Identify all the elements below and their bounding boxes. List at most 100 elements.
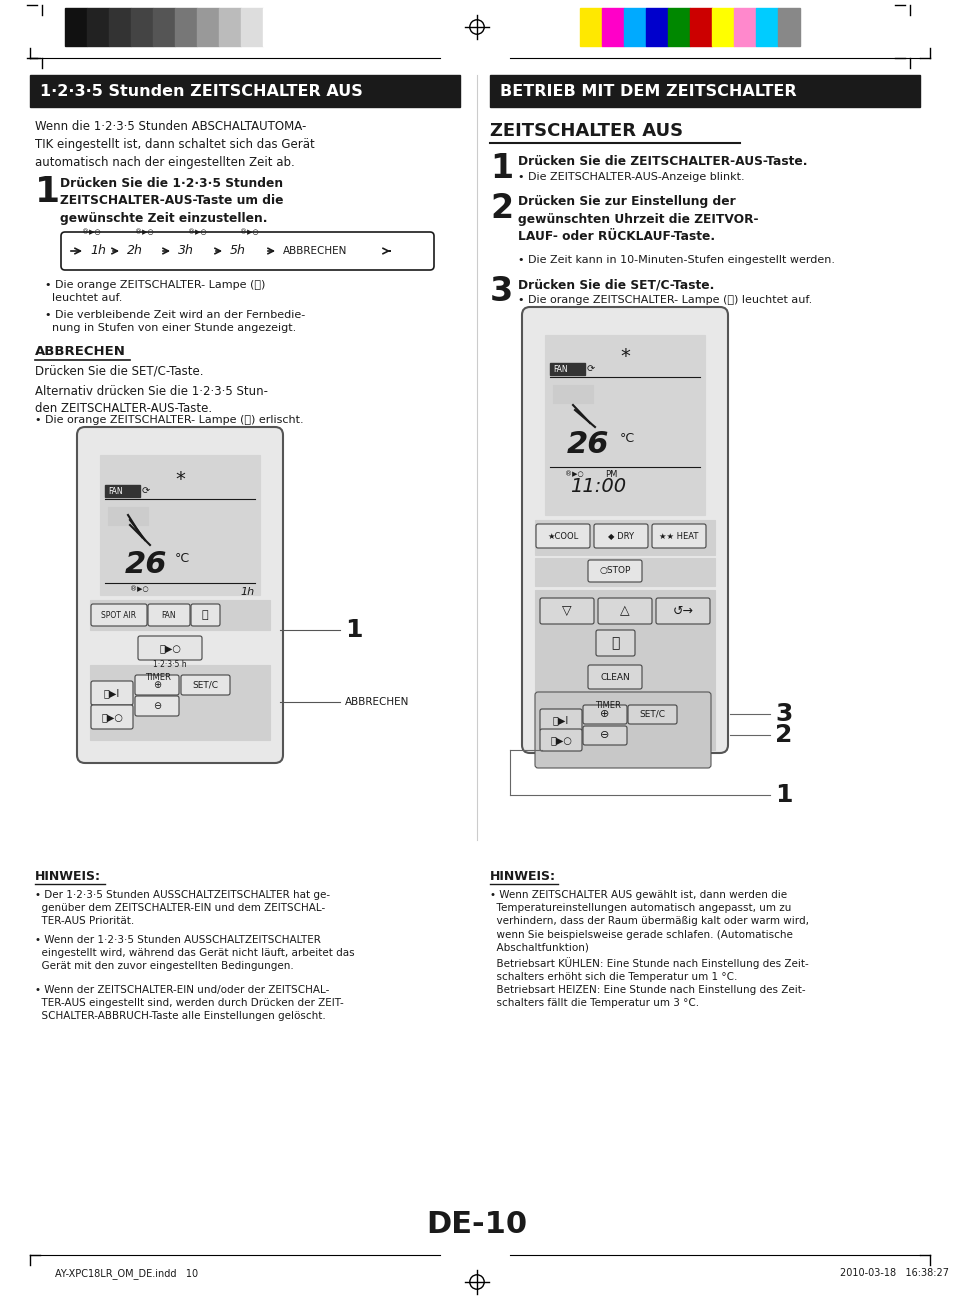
- Text: ®▶○: ®▶○: [188, 228, 207, 234]
- Text: 3: 3: [490, 275, 513, 308]
- FancyBboxPatch shape: [135, 696, 179, 716]
- Text: • Die orange ZEITSCHALTER- Lampe (⏰) erlischt.: • Die orange ZEITSCHALTER- Lampe (⏰) erl…: [35, 415, 303, 425]
- Text: HINWEIS:: HINWEIS:: [490, 870, 556, 884]
- FancyBboxPatch shape: [539, 729, 581, 751]
- Bar: [131, 8, 152, 46]
- Text: Drücken Sie zur Einstellung der
gewünschten Uhrzeit die ZEITVOR-
LAUF- oder RÜCK: Drücken Sie zur Einstellung der gewünsch…: [517, 195, 758, 243]
- Bar: [105, 486, 140, 497]
- Text: ABBRECHEN: ABBRECHEN: [35, 346, 126, 357]
- Text: ⏰▶I: ⏰▶I: [553, 715, 569, 725]
- Bar: [90, 600, 270, 630]
- FancyBboxPatch shape: [536, 524, 589, 548]
- FancyBboxPatch shape: [91, 706, 132, 729]
- Text: ⊖: ⊖: [599, 730, 609, 740]
- Text: CLEAN: CLEAN: [599, 673, 629, 682]
- FancyBboxPatch shape: [535, 692, 710, 768]
- Text: Drücken Sie die SET/C-Taste.: Drücken Sie die SET/C-Taste.: [517, 278, 714, 291]
- FancyBboxPatch shape: [191, 603, 220, 626]
- Bar: [645, 8, 667, 46]
- Text: ○STOP: ○STOP: [598, 567, 630, 576]
- FancyBboxPatch shape: [587, 665, 641, 689]
- Bar: [601, 8, 623, 46]
- FancyBboxPatch shape: [587, 560, 641, 583]
- Bar: [544, 335, 704, 514]
- Text: • Wenn ZEITSCHALTER AUS gewählt ist, dann werden die
  Temperatureinstellungen a: • Wenn ZEITSCHALTER AUS gewählt ist, dan…: [490, 890, 808, 1008]
- Bar: [196, 8, 219, 46]
- Bar: [667, 8, 689, 46]
- Bar: [219, 8, 241, 46]
- Text: 2010-03-18   16:38:27: 2010-03-18 16:38:27: [840, 1268, 948, 1278]
- Text: 1h: 1h: [90, 245, 106, 258]
- Text: ⊖: ⊖: [152, 702, 161, 711]
- Bar: [152, 8, 174, 46]
- Text: ⟳: ⟳: [142, 486, 150, 496]
- Text: FAN: FAN: [161, 610, 176, 619]
- Text: SET/C: SET/C: [192, 681, 218, 690]
- FancyBboxPatch shape: [135, 675, 179, 695]
- FancyBboxPatch shape: [91, 603, 147, 626]
- Text: 2: 2: [774, 723, 792, 747]
- Text: Drücken Sie die ZEITSCHALTER-AUS-Taste.: Drücken Sie die ZEITSCHALTER-AUS-Taste.: [517, 154, 806, 168]
- FancyBboxPatch shape: [61, 232, 434, 270]
- Text: ★COOL: ★COOL: [547, 531, 578, 541]
- Bar: [623, 8, 645, 46]
- Text: ⏰▶○: ⏰▶○: [101, 712, 123, 723]
- Text: • Die Zeit kann in 10-Minuten-Stufen eingestellt werden.: • Die Zeit kann in 10-Minuten-Stufen ein…: [517, 255, 834, 264]
- Bar: [109, 8, 131, 46]
- Text: • Die orange ZEITSCHALTER- Lampe (⏰)
  leuchtet auf.: • Die orange ZEITSCHALTER- Lampe (⏰) leu…: [45, 280, 265, 304]
- Bar: [263, 8, 285, 46]
- Bar: [579, 8, 601, 46]
- Text: ®▶○: ®▶○: [135, 228, 153, 234]
- Text: 1: 1: [35, 175, 60, 209]
- FancyBboxPatch shape: [582, 726, 626, 745]
- Bar: [174, 8, 196, 46]
- Text: 1: 1: [345, 618, 362, 641]
- Text: ®▶○: ®▶○: [564, 470, 583, 476]
- FancyBboxPatch shape: [651, 524, 705, 548]
- Text: ★★ HEAT: ★★ HEAT: [659, 531, 698, 541]
- Text: • Wenn der 1·2·3·5 Stunden AUSSCHALTZEITSCHALTER
  eingestellt wird, während das: • Wenn der 1·2·3·5 Stunden AUSSCHALTZEIT…: [35, 935, 355, 971]
- Text: ABBRECHEN: ABBRECHEN: [345, 696, 409, 707]
- Text: 1: 1: [774, 783, 792, 808]
- Bar: [100, 456, 260, 596]
- Bar: [535, 520, 714, 555]
- Bar: [535, 558, 714, 586]
- Bar: [778, 8, 800, 46]
- Text: ®▶○: ®▶○: [240, 228, 258, 234]
- Text: DE-10: DE-10: [426, 1210, 527, 1240]
- Text: TIMER: TIMER: [145, 673, 171, 682]
- FancyBboxPatch shape: [138, 636, 202, 660]
- Bar: [711, 8, 733, 46]
- Text: SET/C: SET/C: [639, 709, 664, 719]
- Text: Wenn die 1·2·3·5 Stunden ABSCHALTAUTOMA-
TIK eingestellt ist, dann schaltet sich: Wenn die 1·2·3·5 Stunden ABSCHALTAUTOMA-…: [35, 120, 314, 169]
- Text: 26: 26: [566, 429, 609, 459]
- Text: ABBRECHEN: ABBRECHEN: [283, 246, 347, 257]
- Text: SPOT AIR: SPOT AIR: [101, 610, 136, 619]
- Text: 3h: 3h: [178, 245, 193, 258]
- Text: ⊕: ⊕: [599, 709, 609, 719]
- Text: ⏰▶○: ⏰▶○: [550, 734, 572, 745]
- FancyBboxPatch shape: [582, 706, 626, 724]
- Text: Drücken Sie die SET/C-Taste.: Drücken Sie die SET/C-Taste.: [35, 365, 203, 378]
- Bar: [490, 75, 919, 107]
- Text: Alternativ drücken Sie die 1·2·3·5 Stun-
den ZEITSCHALTER-AUS-Taste.: Alternativ drücken Sie die 1·2·3·5 Stun-…: [35, 385, 268, 415]
- Text: ⤵: ⤵: [201, 610, 208, 620]
- Text: AY-XPC18LR_OM_DE.indd   10: AY-XPC18LR_OM_DE.indd 10: [55, 1268, 198, 1279]
- Text: HINWEIS:: HINWEIS:: [35, 870, 101, 884]
- Text: ⊕: ⊕: [152, 679, 161, 690]
- Text: ↺→: ↺→: [672, 605, 693, 618]
- Text: ⟳: ⟳: [586, 364, 595, 374]
- Text: FAN: FAN: [553, 364, 567, 373]
- Text: *: *: [619, 347, 629, 367]
- Bar: [733, 8, 755, 46]
- Bar: [553, 385, 593, 403]
- Bar: [90, 665, 270, 740]
- Bar: [30, 75, 459, 107]
- Text: ®▶○: ®▶○: [82, 228, 100, 234]
- Bar: [755, 8, 778, 46]
- Text: ◆ DRY: ◆ DRY: [607, 531, 634, 541]
- Text: °C: °C: [174, 552, 190, 565]
- FancyBboxPatch shape: [594, 524, 647, 548]
- Text: 26: 26: [125, 550, 168, 579]
- Bar: [550, 363, 584, 374]
